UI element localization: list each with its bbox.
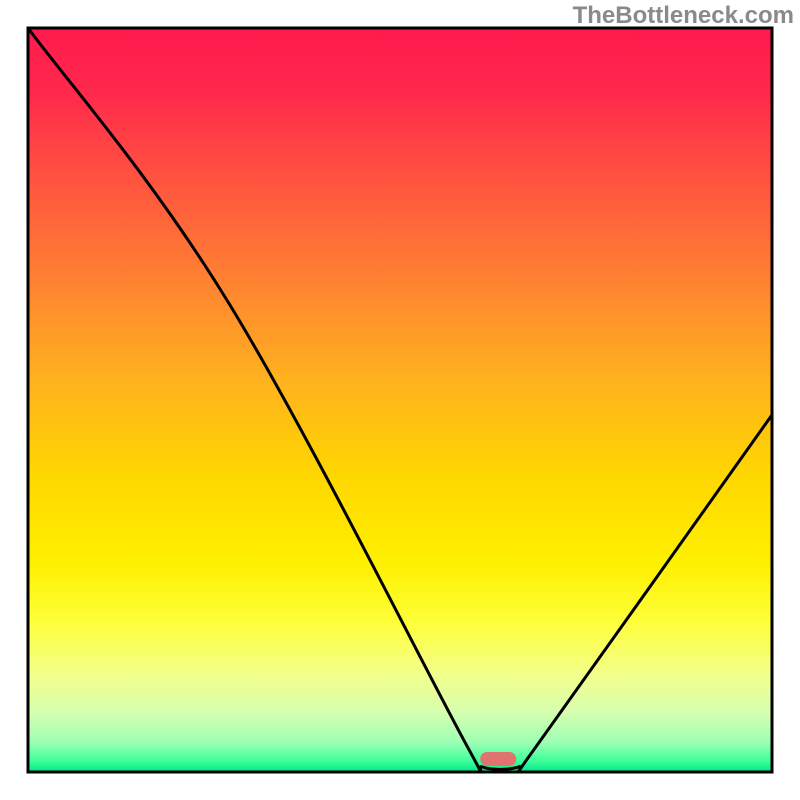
chart-background <box>28 28 772 772</box>
minimum-marker <box>480 752 516 766</box>
bottleneck-curve-chart <box>0 0 800 800</box>
watermark-text: TheBottleneck.com <box>573 2 794 30</box>
chart-container: TheBottleneck.com <box>0 0 800 800</box>
